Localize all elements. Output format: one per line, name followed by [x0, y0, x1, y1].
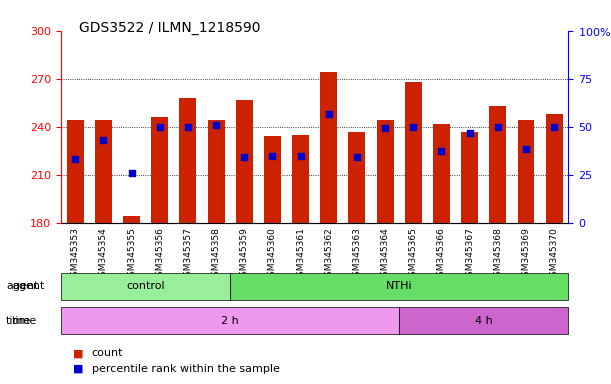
- Point: [324, 111, 334, 117]
- Point: [465, 130, 475, 136]
- Bar: [489, 106, 507, 223]
- Bar: [376, 120, 393, 223]
- Bar: [405, 82, 422, 223]
- Text: control: control: [126, 281, 165, 291]
- Point: [268, 152, 277, 159]
- Point: [211, 122, 221, 128]
- Bar: [292, 135, 309, 223]
- Text: GDS3522 / ILMN_1218590: GDS3522 / ILMN_1218590: [79, 21, 261, 35]
- Point: [380, 125, 390, 131]
- Point: [183, 124, 193, 130]
- Text: percentile rank within the sample: percentile rank within the sample: [92, 364, 279, 374]
- Point: [155, 124, 164, 130]
- Text: count: count: [92, 348, 123, 358]
- Bar: [518, 120, 535, 223]
- Bar: [152, 117, 168, 223]
- Text: ■: ■: [73, 364, 84, 374]
- Bar: [67, 120, 84, 223]
- Text: ■: ■: [73, 348, 84, 358]
- Bar: [208, 120, 224, 223]
- Point: [240, 154, 249, 160]
- Bar: [461, 132, 478, 223]
- Point: [296, 152, 306, 159]
- Text: time: time: [12, 316, 37, 326]
- Point: [352, 154, 362, 160]
- Point: [493, 124, 503, 130]
- Text: NTHi: NTHi: [386, 281, 412, 291]
- Point: [436, 148, 446, 154]
- Bar: [348, 132, 365, 223]
- Point: [70, 156, 80, 162]
- Point: [98, 136, 108, 142]
- Text: agent: agent: [12, 281, 45, 291]
- Bar: [264, 136, 281, 223]
- Bar: [95, 120, 112, 223]
- Bar: [180, 98, 196, 223]
- Point: [126, 170, 136, 176]
- Point: [408, 124, 418, 130]
- Bar: [123, 216, 140, 223]
- Bar: [433, 124, 450, 223]
- Point: [549, 124, 559, 130]
- Text: agent: agent: [6, 281, 38, 291]
- Text: time: time: [6, 316, 31, 326]
- Text: 2 h: 2 h: [221, 316, 239, 326]
- Point: [521, 146, 531, 152]
- Text: 4 h: 4 h: [475, 316, 492, 326]
- Bar: [320, 72, 337, 223]
- Bar: [236, 99, 253, 223]
- Bar: [546, 114, 563, 223]
